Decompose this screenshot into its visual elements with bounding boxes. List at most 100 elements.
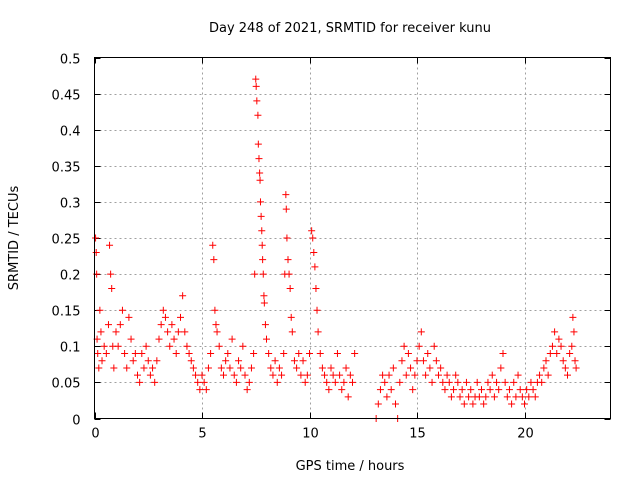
data-point <box>222 357 230 365</box>
data-point <box>138 350 146 358</box>
data-point <box>121 350 129 358</box>
data-point <box>255 155 263 163</box>
data-point <box>484 378 492 386</box>
data-point <box>247 364 255 372</box>
data-point <box>374 400 382 408</box>
data-point <box>430 342 438 350</box>
data-point <box>174 328 182 336</box>
data-point <box>437 364 445 372</box>
x-tick-label: 20 <box>517 427 534 442</box>
data-point <box>450 386 458 394</box>
data-point <box>411 371 419 379</box>
data-point <box>258 241 266 249</box>
data-point <box>155 335 163 343</box>
data-point <box>331 378 339 386</box>
data-point <box>200 378 208 386</box>
data-point <box>542 357 550 365</box>
data-point <box>564 371 571 379</box>
data-point <box>226 364 234 372</box>
x-tick-label: 5 <box>198 427 206 442</box>
data-point <box>327 364 335 372</box>
data-point <box>482 393 490 401</box>
data-point <box>488 371 496 379</box>
data-point <box>389 364 397 372</box>
data-point <box>232 378 240 386</box>
data-point <box>108 285 116 293</box>
data-point <box>237 364 245 372</box>
data-point <box>376 386 384 394</box>
data-point <box>458 386 466 394</box>
data-point <box>424 350 432 358</box>
data-point <box>220 371 227 379</box>
data-point <box>404 350 412 358</box>
data-point <box>151 378 159 386</box>
data-point <box>161 313 169 321</box>
data-point <box>486 386 494 394</box>
data-point <box>210 256 218 264</box>
data-point <box>462 378 470 386</box>
data-point <box>495 386 503 394</box>
data-point <box>123 364 131 372</box>
data-point <box>207 350 215 358</box>
data-point <box>116 321 124 329</box>
chart-title: Day 248 of 2021, SRMTID for receiver kun… <box>209 21 491 36</box>
data-point <box>514 371 522 379</box>
data-point <box>265 350 273 358</box>
data-point <box>157 321 165 329</box>
data-point <box>323 378 331 386</box>
axis-ticks <box>94 57 611 420</box>
data-point <box>338 386 346 394</box>
data-point <box>340 378 348 386</box>
data-point <box>525 393 533 401</box>
data-point <box>398 357 406 365</box>
data-point <box>267 364 275 372</box>
data-point <box>551 328 559 336</box>
data-point <box>559 357 567 365</box>
data-point <box>283 234 291 242</box>
data-point <box>396 378 404 386</box>
data-point <box>177 313 184 321</box>
data-point <box>523 386 531 394</box>
data-point <box>407 364 415 372</box>
data-point <box>402 371 410 379</box>
data-point <box>553 350 561 358</box>
y-tick-label: 0.1 <box>60 341 81 356</box>
data-point <box>131 350 139 358</box>
data-point <box>254 111 262 119</box>
y-tick-label: 0.45 <box>52 89 81 104</box>
data-point <box>333 350 341 358</box>
data-point <box>415 342 423 350</box>
data-point <box>409 386 417 394</box>
data-point <box>314 328 322 336</box>
data-point <box>548 342 556 350</box>
data-point <box>527 378 535 386</box>
data-point <box>299 357 307 365</box>
data-point <box>114 342 122 350</box>
data-point <box>260 292 268 300</box>
data-point <box>100 342 108 350</box>
data-point <box>263 335 270 343</box>
data-point <box>381 378 389 386</box>
data-point <box>422 371 430 379</box>
data-point <box>301 378 309 386</box>
data-point <box>183 342 191 350</box>
data-point <box>428 378 436 386</box>
data-point <box>215 342 223 350</box>
data-point <box>94 350 102 358</box>
data-point <box>419 357 427 365</box>
data-point <box>275 364 283 372</box>
data-point <box>256 198 264 206</box>
data-point <box>499 350 507 358</box>
data-point <box>98 357 106 365</box>
data-point <box>490 393 498 401</box>
data-point <box>313 306 321 314</box>
data-point <box>475 393 483 401</box>
data-point <box>392 400 399 408</box>
y-tick-label: 0.15 <box>52 305 81 320</box>
tick-labels: 0 5 10 15 20 0 0.05 0.1 0.15 0.2 0.25 0.3 0.35 0.4 0.4… <box>52 53 534 442</box>
data-point <box>336 371 344 379</box>
data-point <box>540 364 548 372</box>
data-point <box>456 393 464 401</box>
